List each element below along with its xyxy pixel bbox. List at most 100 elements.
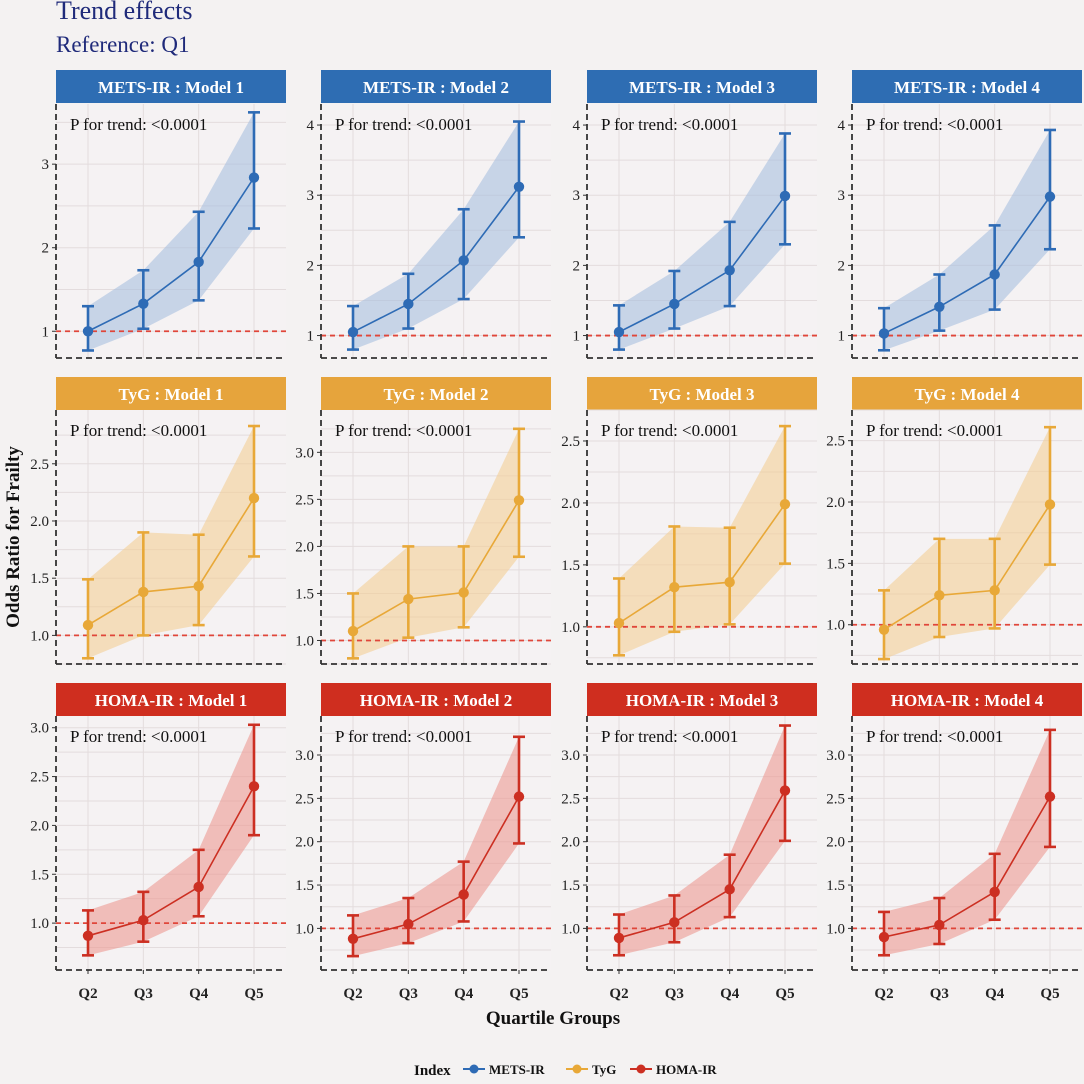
data-point-q2	[878, 328, 890, 339]
y-tick-label: 1.5	[561, 558, 580, 574]
data-point-q3	[669, 298, 680, 310]
x-tick-label: Q2	[343, 986, 362, 1002]
y-tick-label: 1.5	[826, 878, 845, 894]
confidence-band	[353, 428, 519, 659]
y-tick-label: 1.0	[561, 620, 580, 636]
data-point-q5	[1044, 791, 1056, 802]
strip-header	[56, 70, 286, 103]
data-point-q3	[934, 590, 945, 601]
strip-label: TyG : Model 3	[650, 385, 755, 404]
data-point-q2	[82, 619, 94, 631]
y-tick-label: 2.5	[30, 770, 49, 786]
panel-tyg-model-1: TyG : Model 1 1.0 1.5 2.0 2.5 P for trend: <0…	[30, 377, 286, 665]
p-for-trend-label: P for trend: <0.0001	[866, 421, 1003, 440]
data-point-q3	[669, 917, 680, 928]
series-line	[618, 195, 786, 333]
series-line	[352, 186, 520, 333]
page-title: Trend effects	[56, 0, 193, 25]
strip-header	[321, 70, 551, 103]
y-tick-label: 4	[307, 118, 315, 134]
y-tick-label: 3.0	[30, 721, 49, 737]
series-line	[618, 503, 786, 624]
y-tick-label: 1	[838, 329, 846, 345]
page-subtitle: Reference: Q1	[56, 32, 190, 57]
series-line	[87, 497, 255, 626]
y-tick-label: 1.0	[826, 921, 845, 937]
y-tick-label: 2.0	[295, 539, 314, 555]
strip-label: HOMA-IR : Model 3	[626, 691, 779, 710]
data-point-q5	[779, 785, 791, 796]
data-point-q3	[934, 919, 945, 931]
confidence-band	[88, 112, 254, 351]
strip-label: METS-IR : Model 1	[98, 78, 244, 97]
y-tick-label: 2	[838, 258, 846, 274]
data-point-q2	[82, 930, 94, 942]
confidence-band	[619, 426, 785, 656]
confidence-band	[88, 724, 254, 956]
series-line	[883, 504, 1051, 631]
data-point-q5	[1044, 191, 1056, 202]
series-line	[883, 796, 1051, 938]
p-for-trend-label: P for trend: <0.0001	[335, 727, 472, 746]
y-tick-label: 2.5	[561, 434, 580, 450]
y-tick-label: 1.5	[295, 878, 314, 894]
y-tick-label: 2	[573, 258, 581, 274]
confidence-band	[619, 725, 785, 956]
y-tick-label: 2.0	[30, 514, 49, 530]
data-point-q5	[248, 781, 260, 792]
data-point-q3	[403, 918, 414, 930]
y-tick-label: 1	[307, 329, 315, 345]
series-line	[618, 790, 786, 939]
y-tick-label: 1.0	[295, 921, 314, 937]
data-point-q4	[989, 269, 1000, 280]
y-tick-label: 4	[573, 118, 581, 134]
data-point-q2	[82, 326, 94, 337]
x-tick-label: Q3	[930, 986, 949, 1002]
series-line	[87, 785, 255, 937]
y-tick-label: 1.0	[30, 916, 49, 932]
panel-tyg-model-4: TyG : Model 4 1.0 1.5 2.0 2.5 P for trend: <0…	[826, 377, 1082, 665]
y-tick-label: 3	[42, 157, 50, 173]
legend: Index METS-IR TyG HOMA-IR	[414, 1062, 717, 1079]
data-point-q5	[779, 498, 791, 510]
p-for-trend-label: P for trend: <0.0001	[601, 115, 738, 134]
series-line	[87, 177, 255, 332]
data-point-q3	[669, 581, 680, 593]
panel-homa-ir-model-1: HOMA-IR : Model 1 1.0 1.5 2.0 2.5 3.0 Q2 Q3 Q4 Q5…	[30, 683, 286, 1002]
strip-label: TyG : Model 1	[119, 385, 224, 404]
x-tick-label: Q4	[189, 986, 209, 1002]
data-point-q3	[138, 914, 149, 926]
y-tick-label: 1.0	[295, 633, 314, 649]
y-tick-label: 3	[838, 188, 846, 204]
x-tick-label: Q3	[665, 986, 684, 1002]
panel-mets-ir-model-2: METS-IR : Model 2 1 2 3 4 P for trend: <0.000…	[307, 70, 551, 359]
panel-mets-ir-model-3: METS-IR : Model 3 1 2 3 4 P for trend: <0.000…	[573, 70, 817, 359]
y-tick-label: 2.0	[295, 835, 314, 851]
y-tick-label: 1.5	[561, 878, 580, 894]
legend-entry-homa-ir: HOMA-IR	[656, 1062, 717, 1077]
x-tick-label: Q4	[454, 986, 474, 1002]
data-point-q4	[989, 585, 1000, 596]
data-point-q4	[193, 881, 204, 893]
y-tick-label: 2.5	[826, 434, 845, 450]
y-tick-label: 2.0	[561, 835, 580, 851]
y-tick-label: 1.5	[30, 571, 49, 587]
strip-label: TyG : Model 4	[915, 385, 1020, 404]
panel-homa-ir-model-3: HOMA-IR : Model 3 1.0 1.5 2.0 2.5 3.0 Q2 Q3 Q4 Q5…	[561, 683, 817, 1002]
confidence-band	[353, 121, 519, 350]
y-tick-label: 3.0	[826, 748, 845, 764]
y-tick-label: 2.0	[561, 496, 580, 512]
strip-header	[56, 683, 286, 716]
legend-entry-mets-ir: METS-IR	[489, 1062, 545, 1077]
y-tick-label: 2.5	[826, 791, 845, 807]
data-point-q5	[513, 791, 525, 802]
series-line	[352, 499, 520, 632]
data-point-q4	[724, 884, 735, 895]
y-tick-label: 4	[838, 118, 846, 134]
x-tick-label: Q2	[874, 986, 893, 1002]
y-tick-label: 1	[42, 324, 50, 340]
x-tick-label: Q3	[399, 986, 418, 1002]
strip-label: METS-IR : Model 3	[629, 78, 775, 97]
data-point-q5	[513, 181, 525, 192]
legend-entry-tyg: TyG	[592, 1062, 616, 1077]
